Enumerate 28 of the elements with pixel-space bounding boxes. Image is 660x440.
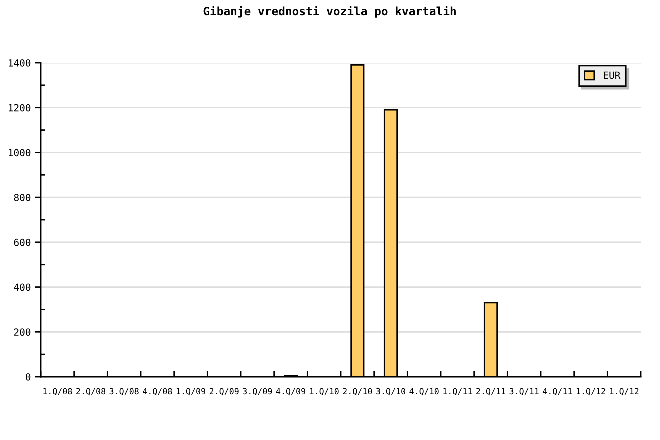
x-tick-label: 3.Q/10 [376, 388, 406, 396]
x-tick-label: 2.Q/10 [343, 388, 372, 396]
y-tick-label: 0 [26, 374, 31, 381]
x-tick-label: 4.Q/09 [276, 388, 306, 396]
y-tick-label: 600 [14, 238, 31, 246]
x-tick-label: 3.Q/09 [243, 388, 272, 396]
x-tick-label: 4.Q/10 [410, 388, 439, 396]
x-tick-label: 1.Q/12 [576, 388, 606, 396]
x-tick-label: 1.Q/09 [176, 388, 206, 396]
legend-label: EUR [604, 72, 621, 80]
y-tick-label: 1200 [9, 104, 31, 112]
x-tick-label: 2.Q/09 [210, 388, 239, 396]
x-tick-label: 2.Q/11 [476, 388, 506, 396]
x-tick-label: 4.Q/11 [543, 388, 572, 396]
x-tick-label: 1.Q/11 [444, 388, 472, 396]
x-tick-label: 3.Q/11 [510, 388, 539, 396]
y-tick-label: 1400 [9, 60, 31, 67]
y-tick-label: 400 [14, 284, 31, 292]
x-tick-label: 4.Q/08 [143, 388, 172, 396]
x-tick-label: 3.Q/08 [110, 388, 139, 396]
chart-title: Gibanje vrednosti vozila po kvartalih [204, 6, 456, 18]
y-tick-label: 1000 [9, 149, 31, 157]
x-tick-label: 1.Q/12 [610, 388, 639, 396]
y-tick-label: 800 [14, 194, 31, 202]
x-tick-label: 1.Q/10 [310, 388, 339, 396]
y-tick-label: 200 [14, 328, 31, 336]
x-tick-label: 2.Q/08 [76, 388, 106, 396]
x-tick-label: 1.Q/08 [44, 388, 72, 396]
